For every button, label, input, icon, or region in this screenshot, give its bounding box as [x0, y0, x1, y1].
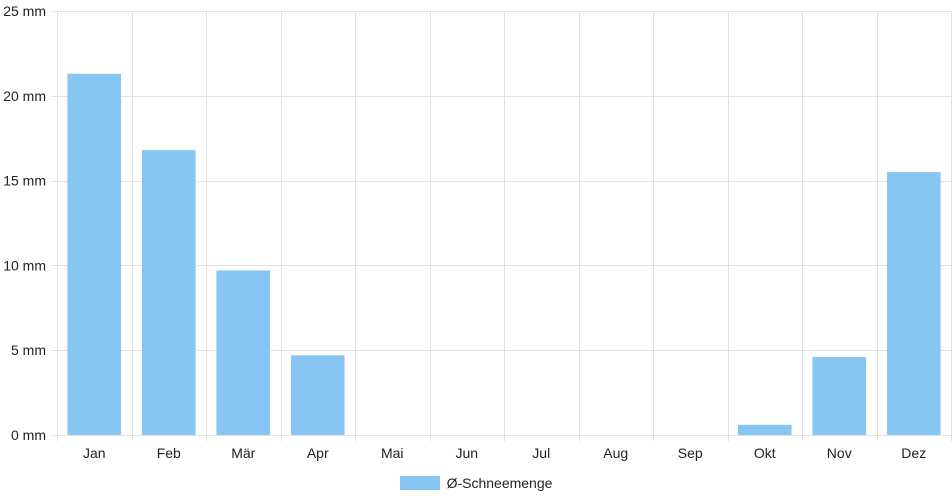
x-tick-label: Feb [157, 445, 181, 461]
x-tick-label: Nov [827, 445, 852, 461]
bar-apr[interactable] [290, 355, 345, 435]
x-tick-label: Apr [307, 445, 329, 461]
x-axis-labels: Jan Feb Mär Apr Mai Jun Jul Aug Sep Okt Nov Dez [83, 445, 926, 461]
x-tick-label: Jun [455, 445, 478, 461]
bar-dez[interactable] [886, 172, 941, 435]
bar-nov[interactable] [812, 356, 867, 435]
bars [67, 73, 941, 435]
bar-mär[interactable] [216, 270, 271, 435]
y-tick-label: 25 mm [3, 3, 46, 19]
y-tick-label: 15 mm [3, 173, 46, 189]
bar-jan[interactable] [67, 73, 122, 435]
grid-lines [51, 11, 952, 441]
x-tick-label: Sep [678, 445, 703, 461]
bar-okt[interactable] [737, 424, 792, 435]
x-tick-label: Dez [901, 445, 926, 461]
bar-feb[interactable] [141, 150, 196, 435]
legend-swatch [399, 476, 440, 490]
y-tick-label: 0 mm [11, 427, 46, 443]
y-tick-label: 5 mm [11, 342, 46, 358]
legend[interactable]: Ø-Schneemenge [0, 473, 952, 493]
y-tick-label: 10 mm [3, 257, 46, 273]
x-tick-label: Jul [532, 445, 550, 461]
x-tick-label: Okt [754, 445, 776, 461]
y-tick-label: 20 mm [3, 88, 46, 104]
x-tick-label: Mär [231, 445, 255, 461]
legend-label: Ø-Schneemenge [446, 475, 553, 491]
y-axis-labels: 0 mm 5 mm 10 mm 15 mm 20 mm 25 mm [3, 3, 46, 443]
x-tick-label: Jan [83, 445, 106, 461]
x-tick-label: Mai [381, 445, 404, 461]
x-tick-label: Aug [603, 445, 628, 461]
